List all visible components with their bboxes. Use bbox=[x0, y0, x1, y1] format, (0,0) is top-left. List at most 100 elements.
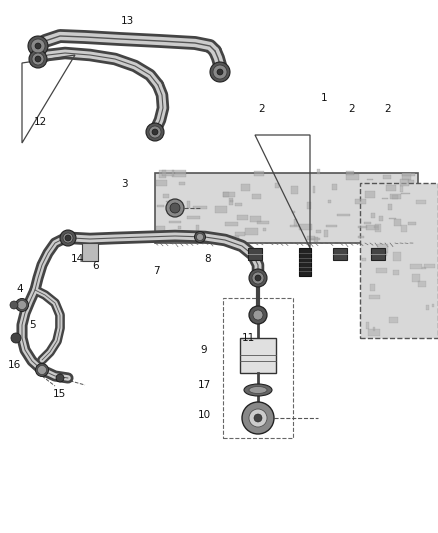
Text: 5: 5 bbox=[30, 320, 36, 330]
Circle shape bbox=[152, 129, 158, 135]
Bar bbox=[403, 173, 415, 176]
Circle shape bbox=[15, 298, 28, 311]
Text: 11: 11 bbox=[241, 333, 254, 343]
Bar bbox=[162, 169, 174, 175]
Bar bbox=[392, 195, 398, 199]
Circle shape bbox=[18, 301, 27, 310]
Circle shape bbox=[194, 231, 205, 243]
Bar bbox=[262, 228, 266, 231]
Bar bbox=[416, 200, 426, 204]
Bar bbox=[294, 219, 297, 226]
Bar bbox=[332, 183, 337, 190]
Bar bbox=[159, 170, 166, 178]
Bar bbox=[155, 173, 418, 243]
Bar bbox=[328, 200, 331, 203]
Bar bbox=[377, 244, 389, 253]
Bar bbox=[299, 248, 311, 276]
Circle shape bbox=[11, 333, 21, 343]
Bar bbox=[215, 206, 227, 213]
Bar bbox=[230, 236, 239, 240]
Bar bbox=[333, 248, 347, 260]
Circle shape bbox=[60, 230, 76, 246]
Bar bbox=[223, 192, 235, 197]
Bar bbox=[324, 230, 328, 237]
Bar bbox=[422, 267, 427, 269]
Text: 10: 10 bbox=[198, 410, 211, 420]
Bar bbox=[223, 192, 229, 197]
Bar bbox=[299, 224, 312, 230]
Circle shape bbox=[35, 43, 41, 49]
Bar bbox=[313, 185, 315, 193]
Text: 6: 6 bbox=[93, 261, 99, 271]
Bar bbox=[248, 248, 262, 260]
Bar bbox=[402, 173, 411, 180]
Circle shape bbox=[56, 374, 64, 382]
Bar bbox=[365, 191, 375, 198]
Circle shape bbox=[249, 409, 267, 427]
Bar bbox=[357, 227, 367, 228]
Bar bbox=[215, 236, 221, 238]
Bar bbox=[337, 214, 350, 216]
Bar bbox=[317, 169, 321, 174]
Bar bbox=[360, 183, 438, 338]
Circle shape bbox=[63, 233, 73, 243]
Bar bbox=[400, 186, 403, 191]
Bar bbox=[326, 224, 337, 227]
Bar bbox=[252, 194, 261, 199]
Bar bbox=[410, 264, 422, 269]
Bar bbox=[370, 285, 375, 291]
Bar bbox=[371, 213, 375, 218]
Bar bbox=[366, 225, 379, 230]
Circle shape bbox=[217, 69, 223, 75]
Bar bbox=[311, 238, 320, 240]
Bar bbox=[424, 264, 435, 268]
Text: 16: 16 bbox=[7, 360, 21, 370]
Bar bbox=[316, 230, 321, 233]
Bar bbox=[408, 222, 416, 225]
Circle shape bbox=[249, 269, 267, 287]
Bar bbox=[367, 179, 373, 180]
Circle shape bbox=[170, 203, 180, 213]
Bar bbox=[179, 182, 184, 184]
Text: 7: 7 bbox=[153, 266, 159, 276]
Bar bbox=[193, 206, 207, 209]
Bar bbox=[254, 171, 264, 176]
Circle shape bbox=[255, 275, 261, 281]
Text: 2: 2 bbox=[259, 104, 265, 114]
Text: 13: 13 bbox=[120, 16, 134, 26]
Bar bbox=[172, 170, 186, 176]
Bar bbox=[293, 211, 295, 213]
Circle shape bbox=[38, 366, 46, 375]
Bar bbox=[229, 198, 233, 205]
Bar bbox=[432, 304, 434, 307]
Bar bbox=[368, 329, 379, 336]
Circle shape bbox=[213, 65, 227, 79]
Bar bbox=[235, 203, 242, 206]
Circle shape bbox=[210, 62, 230, 82]
Bar bbox=[235, 232, 245, 236]
Bar bbox=[358, 236, 364, 238]
Circle shape bbox=[242, 402, 274, 434]
Bar bbox=[257, 221, 269, 224]
Bar bbox=[156, 180, 167, 186]
Bar bbox=[175, 172, 186, 174]
Circle shape bbox=[253, 310, 263, 320]
Text: 1: 1 bbox=[321, 93, 327, 103]
Bar bbox=[169, 200, 177, 206]
Bar bbox=[426, 305, 429, 310]
Bar bbox=[355, 199, 366, 204]
Bar bbox=[386, 185, 396, 191]
Bar bbox=[82, 243, 98, 261]
Bar bbox=[225, 222, 238, 226]
Bar bbox=[389, 217, 396, 220]
Circle shape bbox=[149, 126, 161, 138]
Bar bbox=[223, 298, 293, 438]
Bar bbox=[291, 186, 298, 194]
Circle shape bbox=[65, 235, 71, 241]
Bar bbox=[394, 219, 401, 225]
Bar bbox=[381, 252, 387, 256]
Bar bbox=[364, 222, 371, 224]
Bar bbox=[237, 215, 247, 220]
Bar bbox=[230, 200, 233, 201]
Bar bbox=[371, 248, 385, 260]
